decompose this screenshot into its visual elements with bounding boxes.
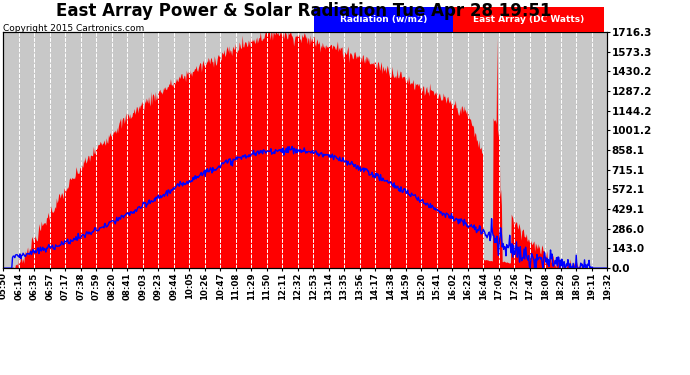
Text: East Array Power & Solar Radiation Tue Apr 28 19:51: East Array Power & Solar Radiation Tue A… — [56, 2, 551, 20]
Bar — [314, 7, 453, 32]
Text: Radiation (w/m2): Radiation (w/m2) — [339, 15, 427, 24]
Bar — [453, 7, 604, 32]
Text: Copyright 2015 Cartronics.com: Copyright 2015 Cartronics.com — [3, 24, 145, 33]
Text: East Array (DC Watts): East Array (DC Watts) — [473, 15, 584, 24]
